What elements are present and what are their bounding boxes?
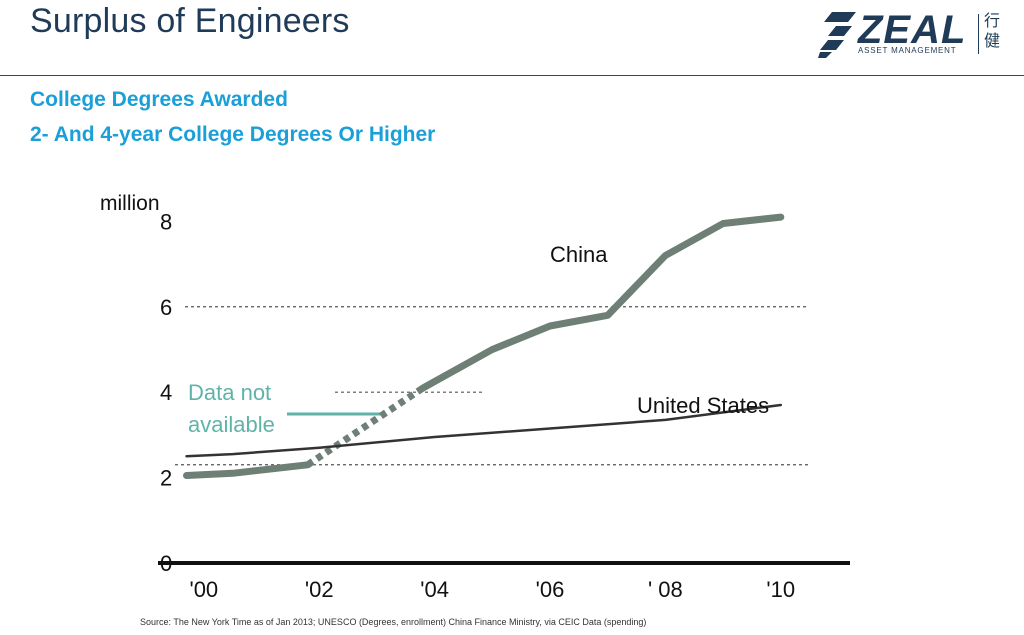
chart-heading: College Degrees Awarded [30,88,288,111]
logo-wordmark: ZEAL [858,8,967,52]
source-note: Source: The New York Time as of Jan 2013… [140,617,647,627]
x-tick-label: '10 [766,577,795,602]
series-china-line [419,213,785,392]
x-tick-label: '06 [536,577,565,602]
x-tick-label: ' 08 [648,577,683,602]
x-tick-label: '04 [420,577,449,602]
zeal-stripes-icon [818,12,856,58]
x-tick-label: '00 [190,577,219,602]
y-tick-label: 6 [160,295,172,320]
chart-subheading: 2- And 4-year College Degrees Or Higher [30,123,436,146]
y-tick-label: 8 [160,209,172,234]
series-label-us: United States [637,393,769,418]
series-label-china: China [550,242,608,267]
series-china-line [183,461,312,479]
logo-subtitle: ASSET MANAGEMENT [858,46,957,55]
logo-cjk: 行健 [984,13,1001,50]
y-tick-label: 4 [160,380,172,405]
slide-title: Surplus of Engineers [30,2,350,40]
title-divider [0,75,1024,76]
series-us-line [185,403,783,458]
y-axis-label: million [100,192,160,215]
x-tick-label: '02 [305,577,334,602]
annotation-line-1: Data not [188,380,271,405]
zeal-logo: ZEAL ASSET MANAGEMENT 行健 [818,8,1018,60]
series-china-line [305,384,426,468]
annotation-line-2: available [188,412,275,437]
y-tick-label: 2 [160,466,172,491]
logo-separator [978,14,979,54]
